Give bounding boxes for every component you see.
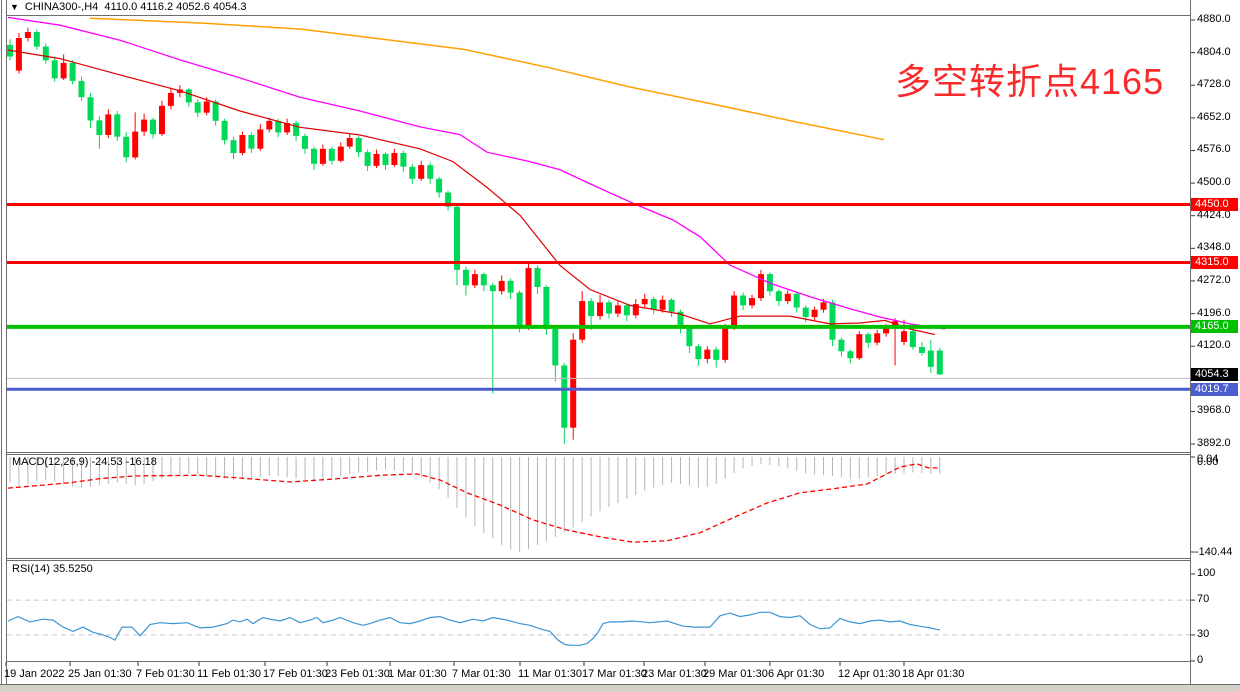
window-bottom-border: [0, 684, 1240, 685]
price-axis-label-4880.0: 4880.0: [1197, 13, 1231, 25]
price-axis-label-3968.0: 3968.0: [1197, 404, 1231, 417]
rsi-line: [7, 611, 941, 646]
left-gutter-line-inner: [6, 0, 7, 684]
time-axis-label: 11 Feb 01:30: [197, 668, 262, 680]
price-axis-label-4272.0: 4272.0: [1197, 273, 1231, 286]
ma-mid-line: [7, 16, 946, 330]
price-axis-label-4804.0: 4804.0: [1197, 45, 1231, 58]
price-axis-label-4728.0: 4728.0: [1197, 78, 1231, 91]
rsi-indicator-label: RSI(14) 35.5250: [12, 563, 93, 575]
price-axis-label-3892.0: 3892.0: [1197, 437, 1231, 450]
price-tag-4165.0: 4165.0: [1191, 320, 1238, 334]
symbol-period-label: CHINA300-,H4: [24, 1, 99, 13]
price-tag-4450.0: 4450.0: [1191, 198, 1238, 211]
time-axis-label: 11 Mar 01:30: [518, 668, 583, 680]
left-gutter-line-outer: [1, 0, 2, 684]
rsi-axis-label-100: 100: [1197, 567, 1216, 579]
macd-axis-top-overlap-label: 0.00: [1197, 456, 1219, 468]
time-axis-label: 1 Mar 01:30: [388, 668, 447, 680]
macd-indicator-label: MACD(12,26,9) -24.53 -16.18: [12, 456, 157, 468]
ma-fast-line: [7, 49, 936, 336]
time-axis-label: 17 Feb 01:30: [263, 668, 328, 680]
price-tag-4315.0: 4315.0: [1191, 256, 1238, 269]
time-axis-label: 6 Apr 01:30: [768, 668, 825, 680]
rsi-axis-label-0: 0: [1197, 654, 1204, 666]
macd-panel-bottom-border: [7, 558, 1190, 559]
macd-axis-top-label: 0.04: [1197, 453, 1219, 465]
time-axis-label: 17 Mar 01:30: [582, 668, 647, 680]
price-tag-4019.7: 4019.7: [1191, 382, 1238, 396]
price-axis-label-4348.0: 4348.0: [1197, 241, 1231, 254]
collapse-triangle-icon[interactable]: ▼: [10, 2, 19, 12]
rsi-axis-label-30: 30: [1197, 627, 1210, 640]
time-axis-label: 12 Apr 01:30: [838, 668, 901, 680]
current-price-tag: 4054.3: [1191, 367, 1238, 381]
time-axis-label: 7 Mar 01:30: [452, 668, 511, 680]
time-axis-label: 19 Jan 2022: [4, 668, 65, 680]
time-axis-label: 7 Feb 01:30: [136, 668, 195, 680]
price-axis-label-4576.0: 4576.0: [1197, 143, 1231, 156]
time-axis-label: 23 Mar 01:30: [642, 668, 707, 680]
bottom-strip: [0, 685, 1240, 692]
macd-axis-bottom-label: -140.44: [1195, 546, 1233, 558]
macd-histogram: [9, 457, 941, 552]
ma-slow-line: [89, 17, 885, 141]
ohlc-values: 4110.0 4116.2 4052.6 4054.3: [104, 1, 247, 13]
price-axis-label-4424.0: 4424.0: [1197, 208, 1231, 221]
macd-signal-line: [7, 463, 941, 543]
time-axis-label: 23 Feb 01:30: [325, 668, 390, 680]
time-axis-label: 29 Mar 01:30: [703, 668, 768, 680]
macd-panel-top-border: [7, 454, 1190, 455]
price-axis-label-4196.0: 4196.0: [1197, 306, 1231, 319]
rsi-panel-bottom-border: [7, 661, 1190, 662]
time-axis-label: 25 Jan 01:30: [68, 668, 132, 680]
main-panel-bottom-border: [7, 452, 1190, 453]
candles: [7, 27, 943, 444]
rsi-axis-label-70: 70: [1197, 593, 1210, 606]
price-scale-border: [1190, 0, 1191, 684]
rsi-panel-top-border: [7, 560, 1190, 561]
price-axis-label-4652.0: 4652.0: [1197, 110, 1231, 123]
main-panel-top-border: [7, 15, 1190, 16]
chart-title: ▼ CHINA300-,H4 4110.0 4116.2 4052.6 4054.…: [10, 1, 247, 14]
price-axis-label-4500.0: 4500.0: [1197, 176, 1231, 189]
price-axis-label-4120.0: 4120.0: [1197, 339, 1231, 352]
turning-point-annotation: 多空转折点4165: [895, 61, 1165, 102]
time-axis-label: 18 Apr 01:30: [902, 668, 965, 680]
